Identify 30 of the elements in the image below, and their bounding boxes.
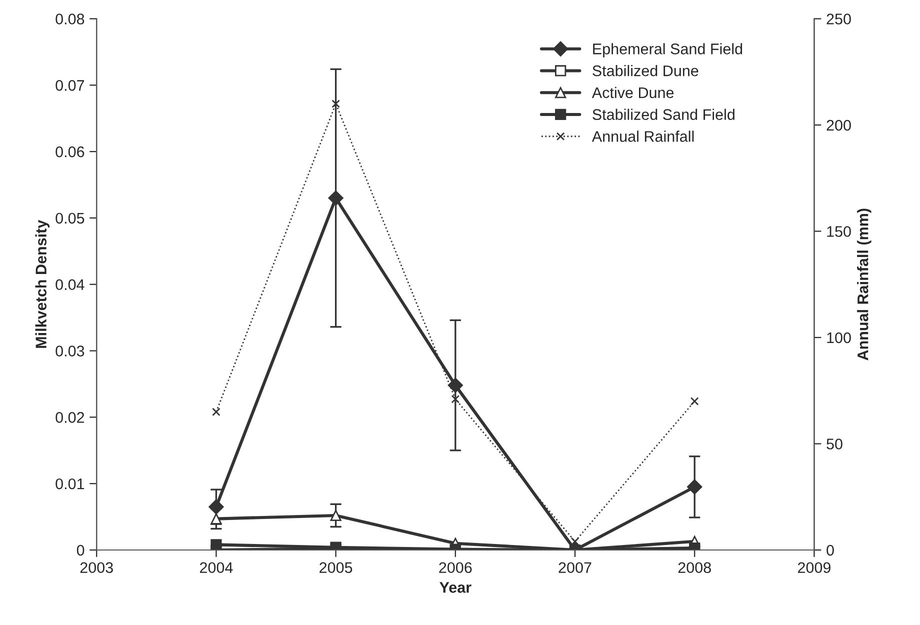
legend-label: Stabilized Sand Field	[592, 108, 734, 120]
y-tick-label: 0.02	[56, 412, 84, 423]
y-tick-label: 0.08	[56, 14, 84, 24]
y-tick-label: 0.04	[56, 279, 84, 290]
legend-label: Stabilized Dune	[592, 65, 698, 76]
x-tick-label: 2005	[320, 562, 352, 574]
y-axis-title: Milkvetch Density	[35, 220, 50, 348]
y2-tick-label: 0	[826, 544, 834, 556]
y-tick-label: 0.03	[56, 346, 84, 356]
y-tick-label: 0.07	[56, 80, 84, 91]
y2-tick-label: 150	[827, 226, 851, 237]
y-tick-label: 0.05	[56, 212, 84, 224]
x-tick-label: 2004	[200, 562, 233, 574]
y2-tick-label: 100	[827, 332, 851, 344]
y2-tick-label: 200	[826, 120, 851, 131]
y-tick-label: 0.06	[56, 146, 84, 158]
y2-tick-label: 250	[826, 14, 851, 24]
legend-label: Active Dune	[592, 86, 674, 98]
x-tick-label: 2009	[798, 562, 830, 574]
x-tick-label: 2007	[558, 562, 592, 574]
legend-label: Ephemeral Sand Field	[593, 43, 742, 58]
x-tick-label: 2003	[80, 562, 113, 574]
y2-tick-label: 50	[826, 438, 842, 450]
legend-label: Annual Rainfall	[592, 130, 694, 142]
y-tick-label: 0	[76, 544, 84, 556]
x-tick-label: 2008	[678, 562, 711, 574]
y-tick-label: 0.01	[56, 478, 84, 490]
x-axis-title: Year	[440, 582, 472, 593]
x-tick-label: 2006	[439, 562, 472, 574]
y2-axis-title: Annual Rainfall (mm)	[857, 208, 872, 360]
